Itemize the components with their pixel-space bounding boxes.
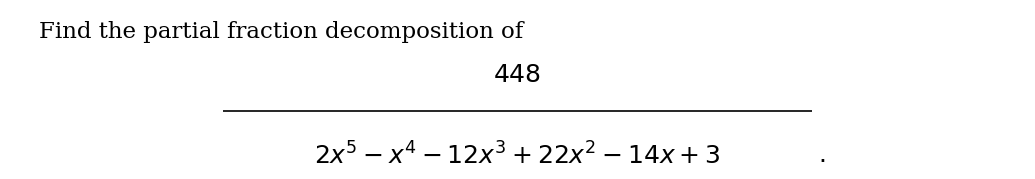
Text: $448$: $448$ — [494, 64, 541, 87]
Text: Find the partial fraction decomposition of: Find the partial fraction decomposition … — [39, 21, 524, 43]
Text: $2x^5 - x^4 - 12x^3 + 22x^2 - 14x + 3$: $2x^5 - x^4 - 12x^3 + 22x^2 - 14x + 3$ — [315, 142, 720, 169]
Text: $.$: $.$ — [818, 144, 825, 167]
